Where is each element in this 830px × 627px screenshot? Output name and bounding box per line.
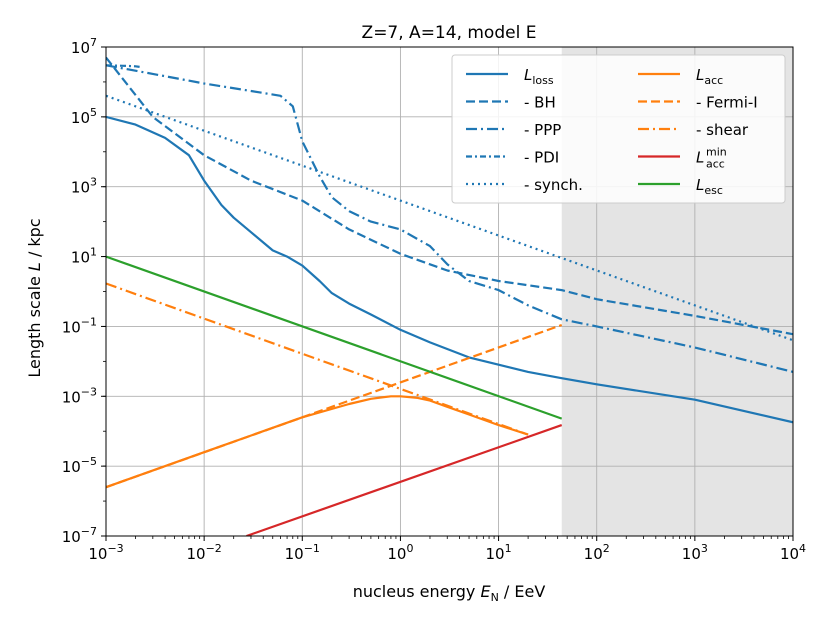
y-tick-label: 101 [71, 246, 97, 267]
x-tick-label: 103 [682, 542, 708, 563]
y-axis-label-unit: / kpc [25, 218, 44, 262]
legend-label-shear: - shear [696, 121, 749, 139]
series-layer [106, 56, 793, 536]
y-axis-label: Length scale L / kpc [25, 218, 44, 377]
series-line-esc [106, 255, 563, 420]
y-tick-label: 105 [71, 106, 97, 127]
legend-label-acc: Lacc [696, 66, 723, 87]
y-axis-label-var: L [25, 262, 44, 271]
series-line-acc [106, 395, 529, 489]
x-tick-label: 100 [387, 542, 413, 563]
y-tick-label: 107 [71, 36, 97, 57]
legend-label-ppp: - PPP [524, 121, 561, 139]
series-line-synch [106, 94, 793, 342]
series-line-fermi [106, 323, 563, 489]
series-line-ppp [106, 64, 793, 373]
x-axis-label-sub: N [491, 591, 499, 604]
y-tick-label: 103 [71, 176, 97, 197]
series-line-bh [106, 56, 793, 336]
chart-title: Z=7, A=14, model E [362, 23, 537, 43]
legend-label-pdi: - PDI [524, 149, 559, 167]
legend-label-synch: - synch. [524, 176, 583, 194]
y-tick-label: 10−7 [62, 525, 97, 546]
legend-box [451, 54, 786, 204]
series-line-accmin [246, 424, 563, 536]
y-tick-label: 10−5 [62, 455, 97, 476]
x-axis-label-unit: / EeV [499, 582, 546, 601]
legend-label-bh: - BH [524, 94, 556, 112]
x-tick-label: 10−3 [88, 542, 123, 563]
x-axis-label-prefix: nucleus energy [353, 582, 481, 601]
x-axis-label: nucleus energy EN / EeV [353, 582, 546, 604]
legend-label-loss: Lloss [524, 66, 554, 87]
x-axis-label-var: E [480, 582, 491, 601]
x-tick-label: 101 [486, 542, 512, 563]
ticks-layer: 10−3 10−2 10−1 100 101 102 103 104 10−7 10−5 10−3 1… [62, 36, 806, 563]
series-line-loss [106, 115, 793, 424]
legend: Lloss - BH - PPP - PDI - synch. Lacc - Fe… [451, 54, 786, 204]
x-tick-label: 102 [584, 542, 610, 563]
series-line-pdi [106, 64, 140, 68]
y-tick-label: 10−3 [62, 385, 97, 406]
x-tick-label: 10−2 [186, 542, 221, 563]
x-tick-label: 10−1 [285, 542, 320, 563]
legend-label-fermi: - Fermi-I [696, 94, 758, 112]
series-line-shear [106, 282, 529, 436]
x-tick-label: 104 [780, 542, 806, 563]
y-tick-label: 10−1 [62, 315, 97, 336]
y-axis-label-prefix: Length scale [25, 271, 44, 378]
legend-label-esc: Lesc [696, 176, 723, 197]
